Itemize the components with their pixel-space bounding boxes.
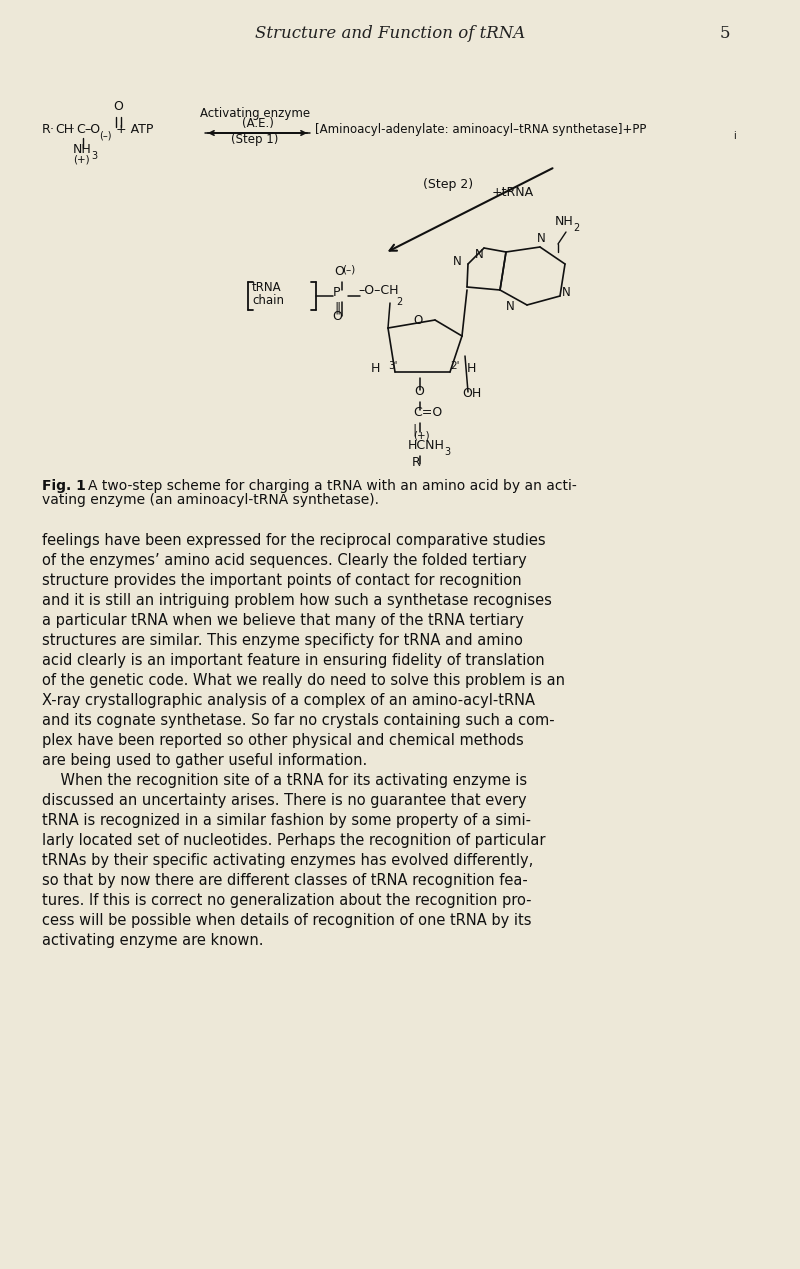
Text: N: N xyxy=(537,232,546,245)
Text: (+): (+) xyxy=(73,155,90,165)
Text: P: P xyxy=(334,286,341,299)
Text: 2: 2 xyxy=(396,297,402,307)
Text: NH: NH xyxy=(555,214,574,228)
Text: structure provides the important points of contact for recognition: structure provides the important points … xyxy=(42,574,522,588)
Text: tures. If this is correct no generalization about the recognition pro-: tures. If this is correct no generalizat… xyxy=(42,893,531,909)
Text: of the enzymes’ amino acid sequences. Clearly the folded tertiary: of the enzymes’ amino acid sequences. Cl… xyxy=(42,553,526,569)
Text: N: N xyxy=(454,255,462,268)
Text: NH: NH xyxy=(73,143,92,156)
Text: of the genetic code. What we really do need to solve this problem is an: of the genetic code. What we really do n… xyxy=(42,673,565,688)
Text: Structure and Function of tRNA: Structure and Function of tRNA xyxy=(255,25,525,42)
Text: ·: · xyxy=(50,123,54,136)
Text: i: i xyxy=(733,131,736,141)
Text: |: | xyxy=(413,424,417,437)
Text: Fig. 1: Fig. 1 xyxy=(42,478,86,492)
Text: A two-step scheme for charging a tRNA with an amino acid by an acti-: A two-step scheme for charging a tRNA wi… xyxy=(88,478,577,492)
Text: 3: 3 xyxy=(91,151,97,161)
Text: R: R xyxy=(412,456,420,470)
Text: R: R xyxy=(42,123,50,136)
Text: C: C xyxy=(76,123,85,136)
Text: (+): (+) xyxy=(413,430,430,440)
Text: chain: chain xyxy=(252,294,284,307)
Text: +tRNA: +tRNA xyxy=(492,187,534,199)
Text: 2': 2' xyxy=(450,360,459,371)
Text: tRNAs by their specific activating enzymes has evolved differently,: tRNAs by their specific activating enzym… xyxy=(42,853,534,868)
Text: tRNA: tRNA xyxy=(252,280,282,294)
Text: and its cognate synthetase. So far no crystals containing such a com-: and its cognate synthetase. So far no cr… xyxy=(42,713,554,728)
Text: (A.E.): (A.E.) xyxy=(242,117,274,129)
Text: vating enzyme (an aminoacyl-tRNA synthetase).: vating enzyme (an aminoacyl-tRNA synthet… xyxy=(42,492,379,508)
Text: 3': 3' xyxy=(388,360,398,371)
Text: cess will be possible when details of recognition of one tRNA by its: cess will be possible when details of re… xyxy=(42,912,531,928)
Text: tRNA is recognized in a similar fashion by some property of a simi-: tRNA is recognized in a similar fashion … xyxy=(42,813,531,827)
Text: activating enzyme are known.: activating enzyme are known. xyxy=(42,933,263,948)
Text: HCNH: HCNH xyxy=(408,439,445,452)
Text: feelings have been expressed for the reciprocal comparative studies: feelings have been expressed for the rec… xyxy=(42,533,546,548)
Text: CH: CH xyxy=(55,123,73,136)
Text: O: O xyxy=(113,100,123,113)
Text: X-ray crystallographic analysis of a complex of an amino-acyl-tRNA: X-ray crystallographic analysis of a com… xyxy=(42,693,535,708)
Text: ‖: ‖ xyxy=(334,301,340,313)
Text: N: N xyxy=(562,286,570,299)
Text: C=O: C=O xyxy=(413,406,442,419)
Text: + ATP: + ATP xyxy=(116,123,154,136)
Text: discussed an uncertainty arises. There is no guarantee that every: discussed an uncertainty arises. There i… xyxy=(42,793,526,808)
Text: 3: 3 xyxy=(444,447,450,457)
Text: a particular tRNA when we believe that many of the tRNA tertiary: a particular tRNA when we believe that m… xyxy=(42,613,524,628)
Text: H: H xyxy=(370,362,380,376)
Text: H: H xyxy=(467,362,476,376)
Text: (Step 2): (Step 2) xyxy=(423,178,473,192)
Text: Activating enzyme: Activating enzyme xyxy=(200,107,310,121)
Text: ·: · xyxy=(71,123,75,136)
Text: O: O xyxy=(334,265,344,278)
Text: structures are similar. This enzyme specificty for tRNA and amino: structures are similar. This enzyme spec… xyxy=(42,633,523,648)
Text: OH: OH xyxy=(462,387,482,400)
Text: O: O xyxy=(414,313,422,327)
Text: 5: 5 xyxy=(720,25,730,42)
Text: –O: –O xyxy=(84,123,100,136)
Text: When the recognition site of a tRNA for its activating enzyme is: When the recognition site of a tRNA for … xyxy=(42,773,527,788)
Text: so that by now there are different classes of tRNA recognition fea-: so that by now there are different class… xyxy=(42,873,528,888)
Text: and it is still an intriguing problem how such a synthetase recognises: and it is still an intriguing problem ho… xyxy=(42,593,552,608)
Text: O: O xyxy=(332,310,342,324)
Text: plex have been reported so other physical and chemical methods: plex have been reported so other physica… xyxy=(42,733,524,747)
Text: (–): (–) xyxy=(99,131,111,141)
Text: larly located set of nucleotides. Perhaps the recognition of particular: larly located set of nucleotides. Perhap… xyxy=(42,832,546,848)
Text: N: N xyxy=(475,247,484,261)
Text: [Aminoacyl-adenylate: aminoacyl–tRNA synthetase]+PP: [Aminoacyl-adenylate: aminoacyl–tRNA syn… xyxy=(315,123,646,136)
Text: 2: 2 xyxy=(573,223,579,233)
Text: (–): (–) xyxy=(342,265,355,275)
Text: acid clearly is an important feature in ensuring fidelity of translation: acid clearly is an important feature in … xyxy=(42,654,545,667)
Text: O: O xyxy=(414,385,424,398)
Text: (Step 1): (Step 1) xyxy=(231,133,278,146)
Text: are being used to gather useful information.: are being used to gather useful informat… xyxy=(42,753,367,768)
Text: N: N xyxy=(506,299,514,313)
Text: –O–CH: –O–CH xyxy=(358,284,398,297)
